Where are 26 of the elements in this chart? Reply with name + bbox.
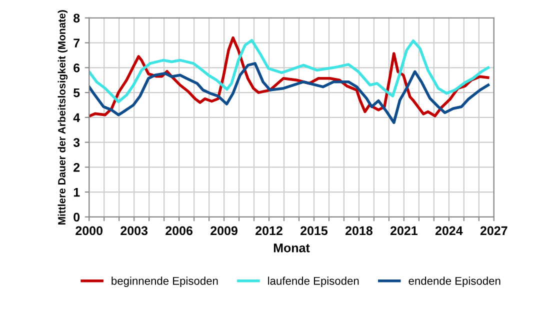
- x-tick-label: 2009: [210, 226, 238, 236]
- legend-label: beginnende Episoden: [112, 276, 218, 288]
- y-tick-label: 4: [73, 113, 80, 122]
- x-tick-label: 2018: [346, 226, 372, 236]
- x-tick-label: 2015: [300, 226, 328, 236]
- x-tick-label: 2021: [390, 226, 418, 236]
- y-axis-title: Mittlere Dauer der Arbeitslosigkeit (Monate): [58, 10, 68, 224]
- line-series: [89, 62, 490, 124]
- line-series: [89, 38, 490, 104]
- x-axis-title: Monat: [274, 244, 310, 252]
- y-tick-label: 7: [74, 38, 80, 48]
- y-tick-label: 3: [73, 138, 80, 147]
- x-tick-label: 2012: [256, 226, 282, 236]
- y-tick-label: 5: [74, 88, 80, 98]
- x-tick-label: 2027: [480, 226, 508, 236]
- x-tick-label: 2000: [76, 226, 102, 236]
- y-tick-label: 8: [74, 14, 80, 23]
- y-tick-label: 0: [74, 212, 80, 222]
- legend-label: endende Episoden: [408, 276, 500, 288]
- x-tick-label: 2003: [120, 226, 148, 236]
- y-tick-label: 1: [74, 188, 80, 197]
- legend-label: laufende Episoden: [268, 276, 359, 288]
- y-tick-label: 6: [74, 63, 80, 72]
- y-tick-label: 2: [74, 162, 80, 172]
- x-tick-label: 2006: [166, 226, 193, 236]
- x-tick-label: 2024: [435, 226, 463, 236]
